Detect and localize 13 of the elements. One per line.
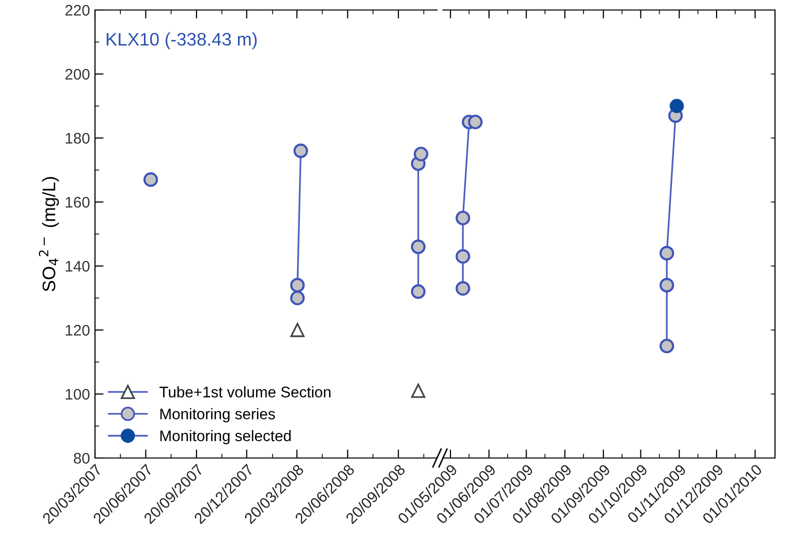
y-tick-label: 180 bbox=[66, 132, 90, 144]
legend-label: Tube+1st volume Section bbox=[160, 386, 330, 398]
y-tick-label: 100 bbox=[66, 388, 90, 400]
y-tick-label: 120 bbox=[66, 324, 90, 336]
y-tick-label: 140 bbox=[66, 260, 90, 272]
y-tick-label: 80 bbox=[74, 452, 90, 464]
legend-label: Monitoring series bbox=[160, 408, 275, 422]
annotation: KLX10 (-338.43 m) bbox=[106, 32, 257, 50]
legend-label: Monitoring selected bbox=[160, 430, 291, 444]
y-axis-title: SO$_{4}$$^{2−}$ (mg/L) bbox=[38, 177, 59, 292]
y-tick-label: 200 bbox=[65, 68, 90, 80]
y-tick-label: 220 bbox=[65, 4, 90, 16]
y-tick-label: 160 bbox=[66, 196, 90, 208]
